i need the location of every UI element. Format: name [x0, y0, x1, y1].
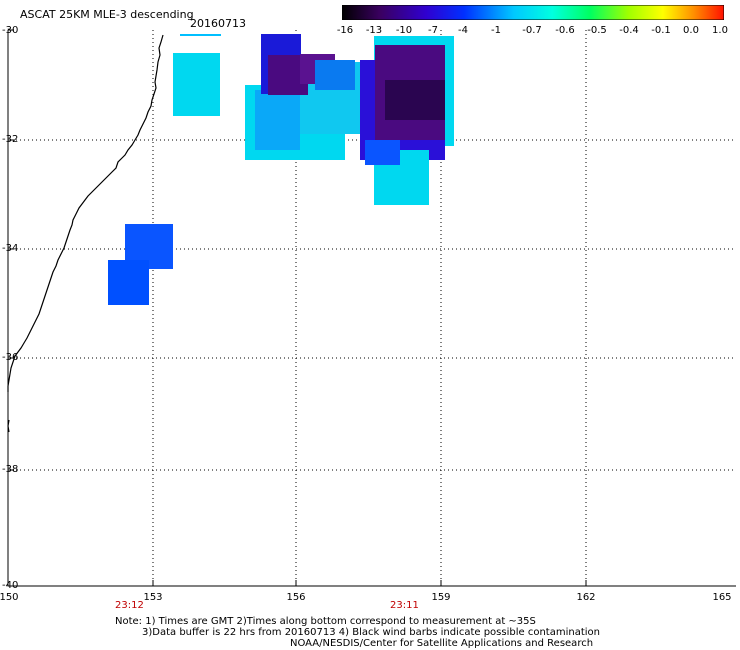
patch-blue-top	[315, 60, 355, 90]
patch-blue-central	[255, 90, 300, 150]
lon-label-150: 150	[0, 592, 19, 603]
footer-credit: NOAA/NESDIS/Center for Satellite Applica…	[290, 638, 594, 649]
footer-note-line1: Note: 1) Times are GMT 2)Times along bot…	[115, 616, 536, 627]
lat-label-32: -32	[2, 134, 19, 145]
lat-label-36: -36	[2, 352, 19, 363]
coastline	[7, 34, 164, 392]
colorbar-label-4: -4	[458, 25, 468, 36]
patch-cyan-west	[173, 53, 220, 116]
time-label-2: 23:11	[390, 600, 419, 611]
colorbar-label-2: -10	[395, 25, 413, 36]
patch-blue-west	[108, 260, 149, 305]
lon-label-153: 153	[143, 592, 163, 603]
colorbar-label-5: -1	[491, 25, 501, 36]
colorbar	[342, 5, 724, 20]
colorbar-label-6: -0.7	[522, 25, 542, 36]
lat-label-38: -38	[2, 464, 19, 475]
time-label-1: 23:12	[115, 600, 144, 611]
colorbar-label-10: -0.1	[651, 25, 671, 36]
colorbar-label-1: -13	[365, 25, 383, 36]
product-date: 20160713	[190, 17, 246, 30]
lat-label-30: -30	[2, 25, 19, 36]
footer-note-line2: 3)Data buffer is 22 hrs from 20160713 4)…	[142, 627, 600, 638]
colorbar-label-9: -0.4	[619, 25, 639, 36]
lat-label-34: -34	[2, 243, 19, 254]
patch-dark-purple-east	[385, 80, 445, 120]
wind-data-patches	[108, 34, 454, 305]
colorbar-label-11: 0.0	[683, 25, 699, 36]
colorbar-label-8: -0.5	[587, 25, 607, 36]
lon-label-162: 162	[576, 592, 596, 603]
lat-label-40: -40	[2, 580, 19, 591]
colorbar-label-0: -16	[336, 25, 354, 36]
patch-blue-south-east	[365, 140, 400, 165]
date-underline	[180, 34, 221, 36]
colorbar-label-7: -0.6	[555, 25, 575, 36]
product-title: ASCAT 25KM MLE-3 descending	[20, 8, 194, 21]
lon-label-159: 159	[431, 592, 451, 603]
colorbar-label-3: -7	[428, 25, 438, 36]
colorbar-label-12: 1.0	[712, 25, 728, 36]
lon-label-165: 165	[712, 592, 732, 603]
lon-label-156: 156	[286, 592, 306, 603]
